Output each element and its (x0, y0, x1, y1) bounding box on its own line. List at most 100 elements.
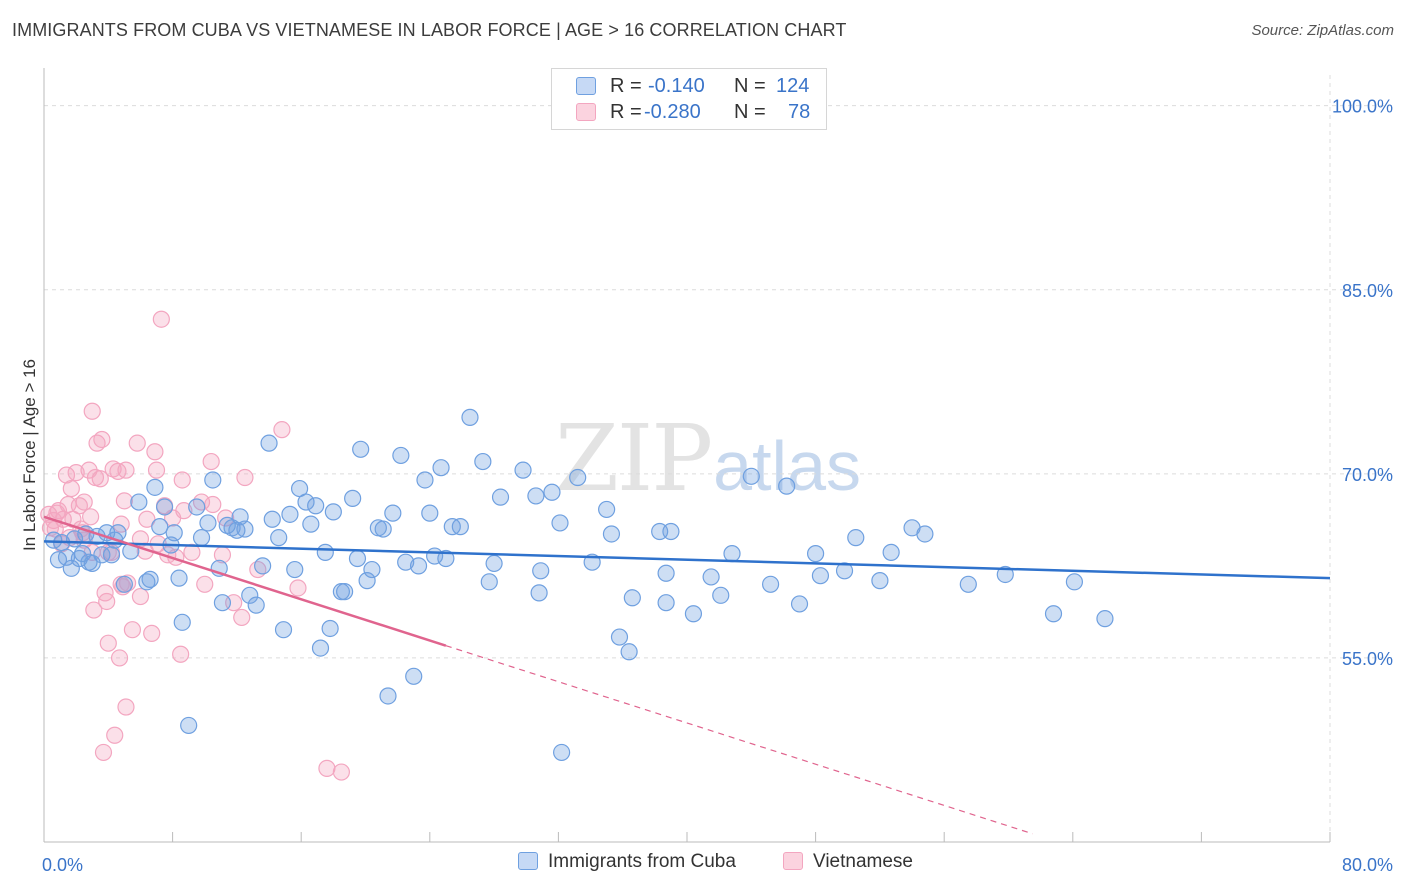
cuba-point (959, 575, 977, 593)
cuba-point (397, 553, 415, 571)
cuba-point (93, 546, 111, 564)
vietnamese-point (175, 502, 193, 520)
vietnamese-point (104, 460, 122, 478)
vietnamese-swatch (783, 852, 803, 870)
cuba-point (173, 613, 191, 631)
vietnamese-point (204, 495, 222, 514)
cuba-point (274, 621, 293, 639)
vietnamese-point (67, 464, 85, 482)
vietnamese-point (202, 452, 220, 471)
cuba-point (363, 560, 381, 579)
vietnamese-point (173, 471, 191, 489)
cuba-point (432, 459, 450, 477)
y-tick-label: 55.0% (1342, 649, 1393, 669)
cuba-point (790, 595, 809, 613)
cuba-point (527, 487, 545, 505)
cuba-point (260, 434, 278, 452)
cuba-point (485, 554, 503, 573)
vietnamese-point (115, 492, 133, 510)
cuba-point (141, 570, 159, 588)
cuba-point (358, 572, 376, 590)
cuba-point (437, 549, 455, 568)
cuba-point (138, 573, 156, 591)
cuba-point (281, 505, 299, 523)
chart-title: IMMIGRANTS FROM CUBA VS VIETNAMESE IN LA… (12, 20, 847, 40)
cuba-point (263, 510, 281, 528)
vietnamese-point (146, 443, 164, 461)
vietnamese-point (128, 434, 146, 452)
vietnamese-point (106, 726, 124, 744)
source-label: Source: ZipAtlas.com (1251, 22, 1394, 39)
correlation-legend: R = -0.140 N = 124 R = -0.280 N = 78 (551, 68, 827, 130)
cuba-swatch (518, 852, 538, 870)
cuba-point (336, 583, 354, 601)
cuba-point (151, 518, 169, 536)
vietnamese-point (143, 624, 161, 642)
vietnamese-point (96, 584, 114, 602)
cuba-point (321, 619, 339, 638)
legend-item-vietnamese: Vietnamese (783, 851, 913, 873)
cuba-point (199, 514, 217, 532)
cuba-point (835, 562, 854, 580)
vietnamese-point (98, 592, 116, 611)
y-axis-label: In Labor Force | Age > 16 (20, 358, 39, 552)
cuba-point (532, 562, 550, 580)
y-tick-label: 70.0% (1342, 465, 1393, 485)
cuba-point (811, 567, 830, 585)
vietnamese-point (152, 310, 170, 328)
n-value: 124 (776, 75, 810, 97)
vietnamese-point (83, 402, 101, 420)
vietnamese-point (172, 645, 190, 663)
cuba-point (307, 497, 325, 515)
cuba-point (204, 471, 222, 489)
cuba-point (416, 471, 434, 489)
cuba-point (236, 520, 254, 538)
vietnamese-point (123, 621, 142, 639)
y-tick-label: 100.0% (1332, 97, 1393, 117)
vietnamese-point (117, 698, 135, 716)
legend-label-cuba: Immigrants from Cuba (548, 851, 736, 872)
vietnamese-point (147, 461, 166, 479)
cuba-point (302, 515, 320, 533)
cuba-point (598, 500, 616, 519)
vietnamese-point (75, 493, 93, 511)
cuba-point (620, 643, 638, 661)
cuba-point (623, 589, 641, 607)
cuba-point (882, 543, 900, 561)
cuba-point (742, 467, 760, 485)
cuba-point (530, 584, 548, 602)
r-label: R = (610, 101, 642, 123)
cuba-point (1065, 573, 1084, 591)
cuba-point (657, 594, 675, 612)
cuba-point (254, 557, 272, 575)
cuba-point (480, 573, 498, 591)
cuba-point (684, 605, 703, 623)
cuba-point (1044, 605, 1063, 623)
vietnamese-point (236, 468, 254, 487)
vietnamese-point (82, 508, 100, 526)
vietnamese-swatch (576, 103, 596, 121)
cuba-point (996, 565, 1014, 584)
x-tick-label: 80.0% (1342, 855, 1393, 875)
vietnamese-point (289, 579, 307, 597)
cuba-point (241, 586, 259, 604)
cuba-point (155, 498, 174, 516)
cuba-point (723, 545, 741, 563)
cuba-point (286, 560, 304, 579)
cuba-point (421, 504, 439, 522)
cuba-point (712, 586, 730, 604)
cuba-point (374, 520, 392, 538)
legend-label-vietnamese: Vietnamese (813, 851, 913, 872)
vietnamese-point (93, 430, 111, 449)
cuba-point (379, 687, 397, 705)
cuba-point (461, 408, 479, 426)
cuba-point (102, 546, 121, 564)
vietnamese-point (318, 759, 336, 777)
cuba-point (384, 504, 402, 522)
cuba-point (115, 575, 133, 593)
cuba-point (806, 545, 825, 563)
cuba-point (847, 529, 865, 547)
cuba-point (761, 575, 780, 593)
cuba-swatch (576, 77, 596, 95)
cuba-point (297, 493, 315, 511)
